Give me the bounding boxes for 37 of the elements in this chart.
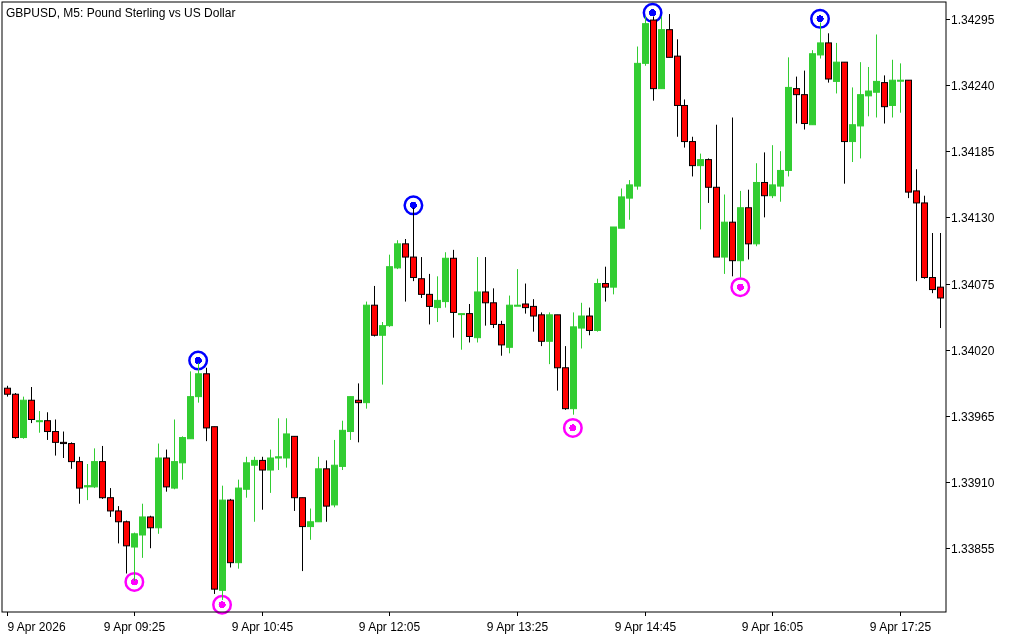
candlestick bbox=[36, 410, 43, 434]
x-tick-label: 9 Apr 12:05 bbox=[358, 620, 421, 634]
point bbox=[810, 8, 831, 29]
point bbox=[403, 195, 424, 216]
candlestick bbox=[147, 515, 154, 549]
y-tick-label: 1.34020 bbox=[951, 343, 995, 358]
y-tick-label: 1.34130 bbox=[951, 210, 995, 225]
y-tick-label: 1.33910 bbox=[951, 475, 995, 490]
candlestick bbox=[355, 382, 362, 443]
point bbox=[562, 417, 583, 438]
candlestick bbox=[466, 303, 473, 343]
x-tick-label: 9 Apr 14:45 bbox=[614, 620, 677, 634]
candlestick bbox=[761, 151, 768, 218]
point bbox=[124, 571, 145, 592]
x-tick-label: 9 Apr 16:05 bbox=[741, 620, 804, 634]
point bbox=[188, 350, 209, 371]
candlestick bbox=[458, 313, 465, 351]
y-tick-label: 1.34185 bbox=[951, 144, 995, 159]
y-tick-label: 1.34295 bbox=[951, 12, 995, 27]
y-tick-label: 1.33855 bbox=[951, 541, 995, 556]
candlestick bbox=[833, 42, 840, 94]
y-tick-label: 1.34240 bbox=[951, 78, 995, 93]
candlestick bbox=[259, 456, 266, 511]
point bbox=[730, 277, 751, 298]
x-tick-label: 9 Apr 10:45 bbox=[231, 620, 294, 634]
y-tick-label: 1.33965 bbox=[951, 409, 995, 424]
point bbox=[212, 594, 233, 615]
x-tick-label: 9 Apr 09:25 bbox=[103, 620, 166, 634]
x-tick-label: 9 Apr 17:25 bbox=[869, 620, 932, 634]
chart-title: GBPUSD, M5: Pound Sterling vs US Dollar bbox=[6, 6, 236, 20]
y-tick-label: 1.34075 bbox=[951, 277, 995, 292]
candlestick bbox=[602, 266, 609, 303]
x-tick-label: 9 Apr 13:25 bbox=[486, 620, 549, 634]
x-tick-label: 9 Apr 2026 bbox=[7, 620, 66, 634]
candlestick bbox=[697, 153, 704, 230]
candlestick bbox=[28, 386, 35, 424]
candlestick bbox=[586, 307, 593, 336]
